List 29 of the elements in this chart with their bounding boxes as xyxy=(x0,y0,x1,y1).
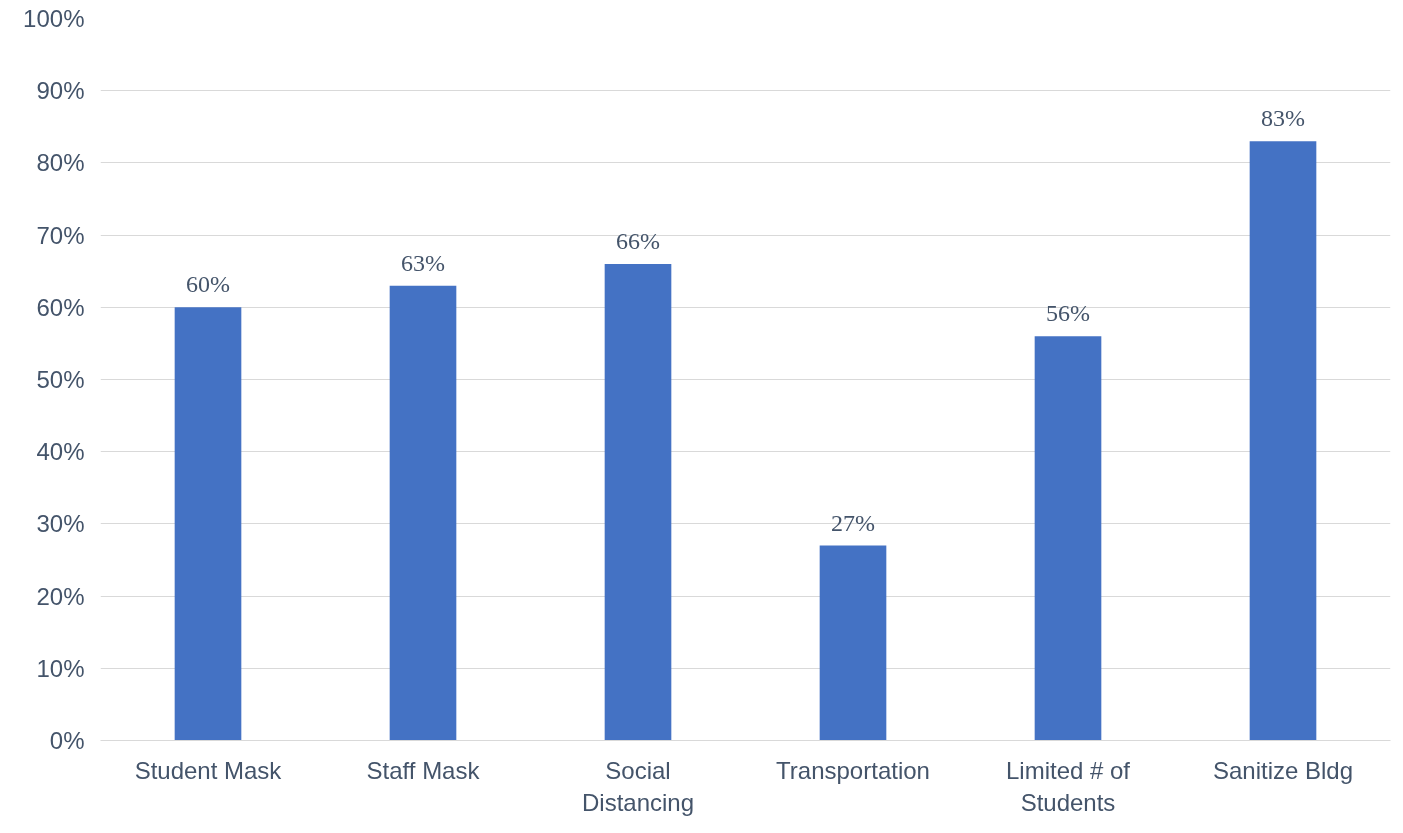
bar xyxy=(174,307,242,741)
y-tick-label: 70% xyxy=(36,221,85,249)
bar xyxy=(604,263,672,741)
data-label: 66% xyxy=(616,227,660,254)
data-label: 27% xyxy=(831,509,875,536)
y-tick-label: 80% xyxy=(36,149,85,177)
y-tick-label: 60% xyxy=(36,293,85,321)
data-label: 60% xyxy=(186,271,230,298)
y-tick-label: 30% xyxy=(36,510,85,538)
bar xyxy=(1034,336,1102,741)
y-tick-label: 10% xyxy=(36,654,85,682)
x-tick-label: Transportation xyxy=(776,756,930,784)
x-tick-label: Sanitize Bldg xyxy=(1212,756,1354,784)
y-tick-label: 40% xyxy=(36,438,85,466)
x-tick-label: Staff Mask xyxy=(366,756,481,784)
data-label: 63% xyxy=(401,249,445,276)
y-tick-label: 100% xyxy=(23,5,85,32)
bar xyxy=(819,545,887,741)
y-tick-label: 0% xyxy=(49,727,85,754)
x-tick-label: Social Distancing xyxy=(581,756,695,816)
bar xyxy=(1249,141,1317,741)
x-tick-label: Limited # of Students xyxy=(1005,756,1131,816)
x-tick-label: Student Mask xyxy=(134,756,283,784)
bar xyxy=(389,285,457,741)
y-tick-label: 90% xyxy=(36,77,85,105)
data-label: 83% xyxy=(1261,105,1305,132)
y-tick-label: 20% xyxy=(36,582,85,610)
y-tick-label: 50% xyxy=(36,366,85,393)
data-label: 56% xyxy=(1046,300,1090,327)
